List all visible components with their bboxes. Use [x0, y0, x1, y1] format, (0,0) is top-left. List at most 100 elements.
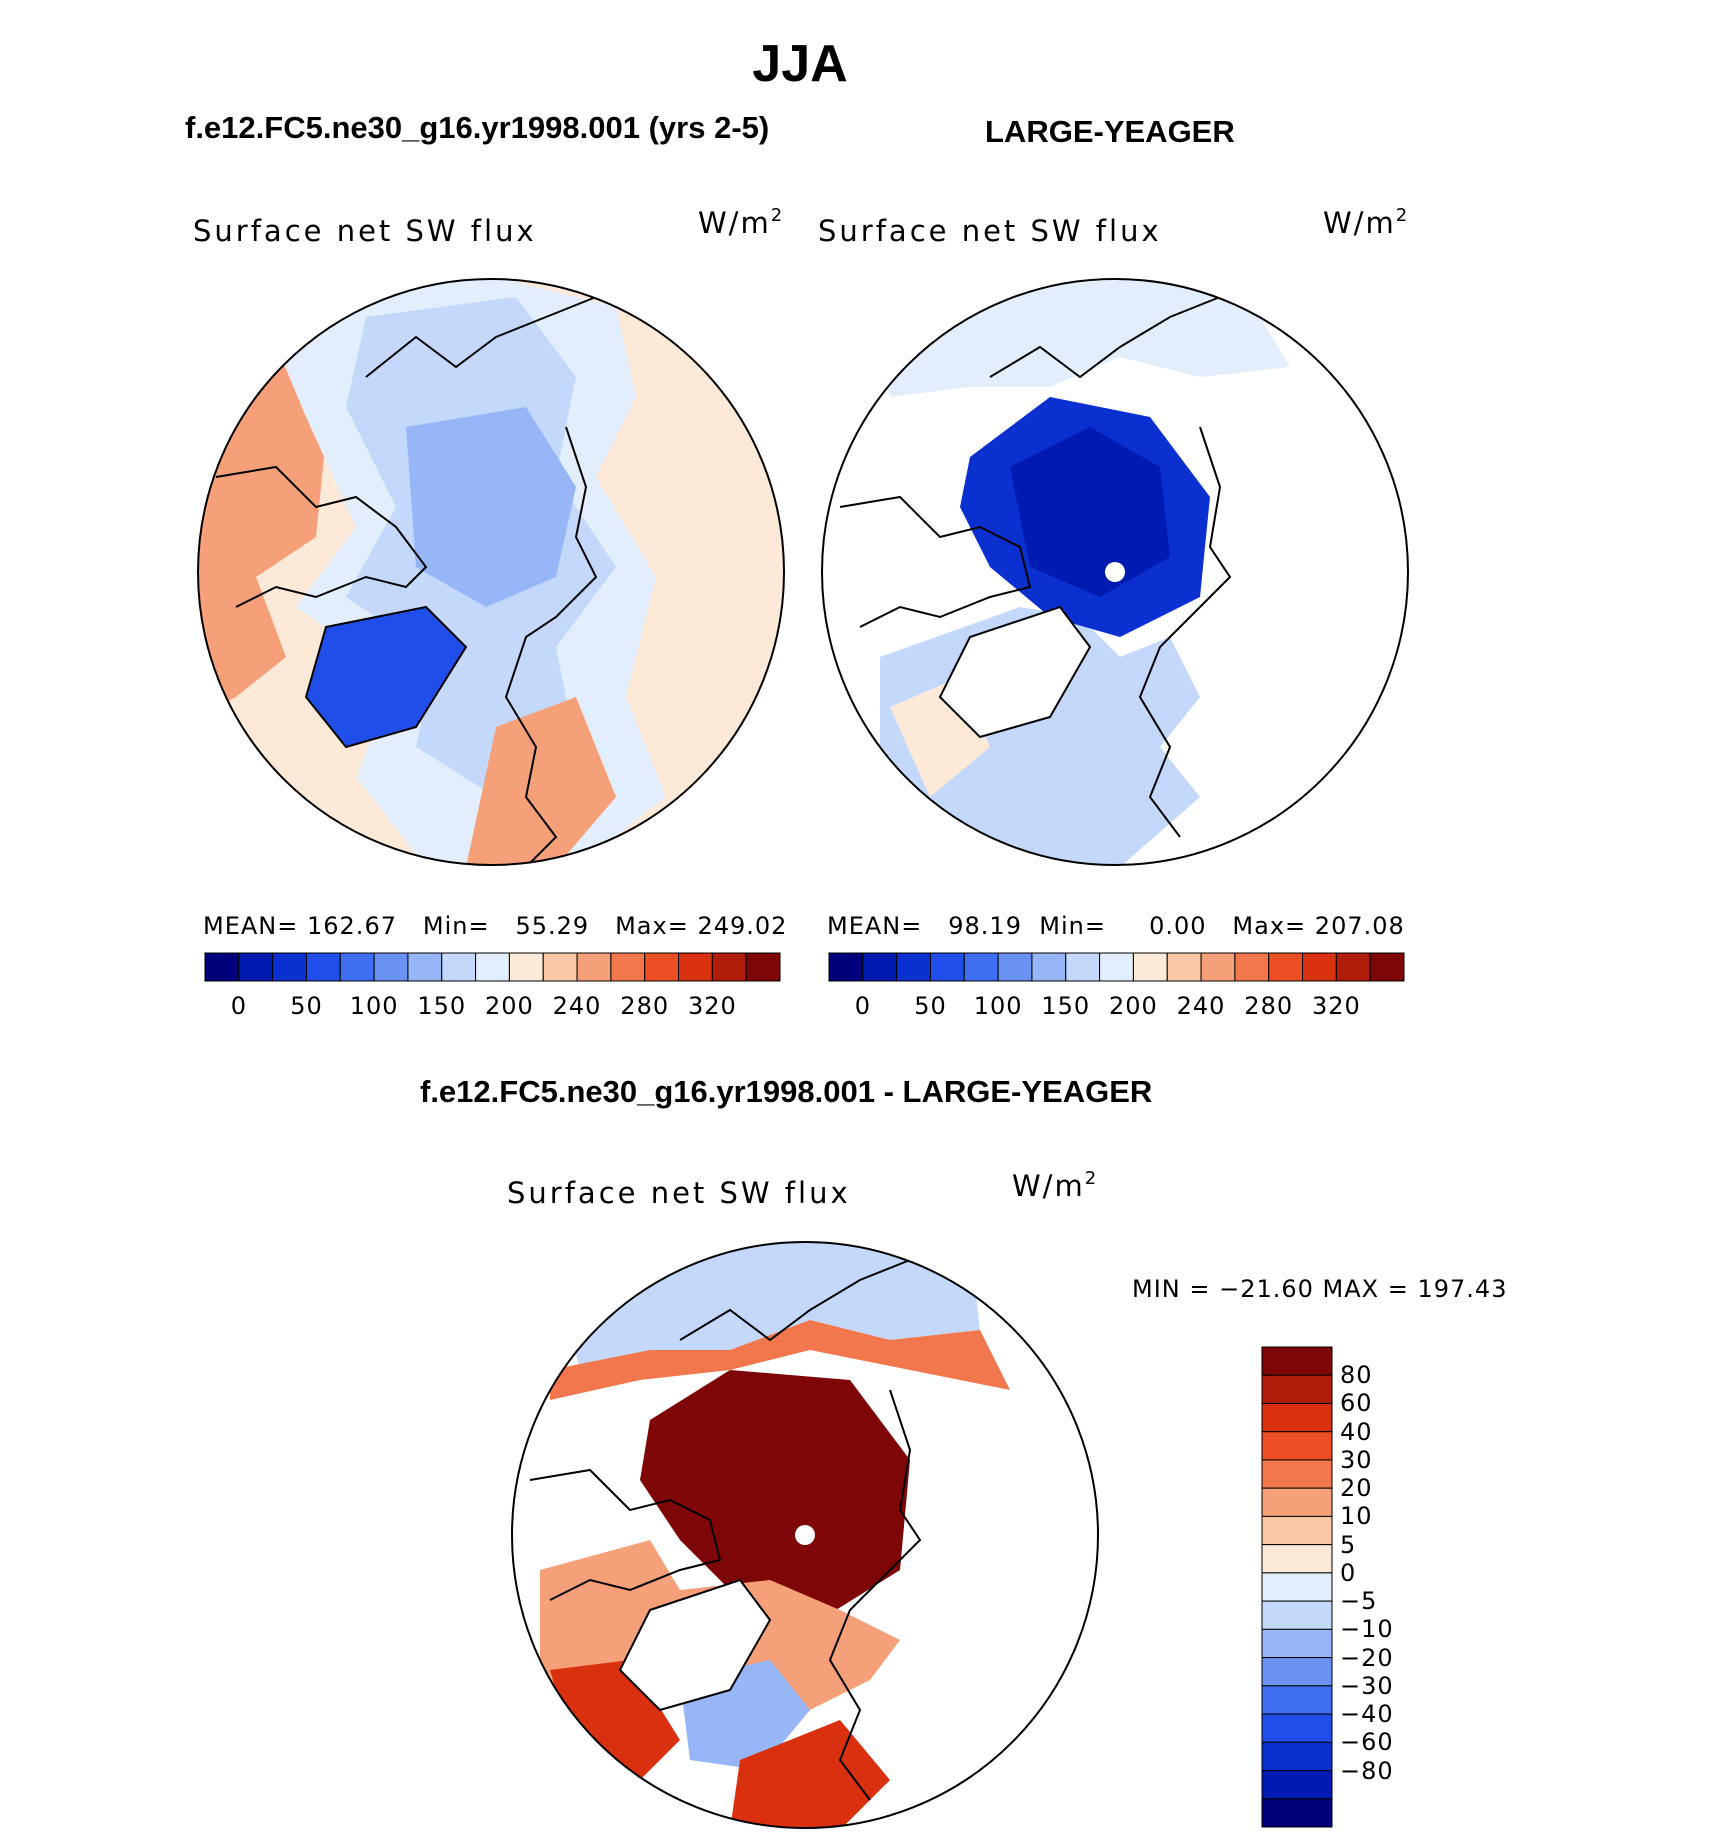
diff-panel-colorbar-box: [1261, 1657, 1333, 1687]
panel-2-colorbar-tick-label: 0: [854, 992, 871, 1020]
diff-panel-colorbar-box: [1261, 1544, 1333, 1574]
panel-2-colorbar-tick-label: 240: [1176, 992, 1226, 1020]
panel-2-colorbar-box: [828, 952, 864, 982]
panel-1-colorbar-box: [305, 952, 341, 982]
diff-panel-colorbar-tick-label: 60: [1340, 1389, 1373, 1418]
panel-2-greenland-white: [940, 607, 1090, 737]
panel-1-colorbar-box: [542, 952, 578, 982]
panel-2-colorbar-tick-label: 280: [1244, 992, 1294, 1020]
panel-2-colorbar-box: [1302, 952, 1337, 982]
panel-1-colorbar-box: [373, 952, 409, 982]
diff-panel-colorbar-box: [1261, 1572, 1333, 1602]
panel-1-case-title: f.e12.FC5.ne30_g16.yr1998.001 (yrs 2-5): [185, 110, 770, 145]
panel-1-colorbar-box: [678, 952, 713, 982]
panel-1-colorbar-tick-label: 320: [687, 992, 737, 1020]
diff-panel-colorbar-tick-label: 0: [1340, 1558, 1357, 1587]
diff-panel-colorbar-tick-label: 40: [1340, 1417, 1373, 1446]
diff-panel-colorbar-tick-label: −10: [1340, 1615, 1394, 1644]
panel-2-colorbar-box: [963, 952, 999, 982]
panel-1-colorbar-tick-label: 50: [290, 992, 323, 1020]
panel-1-colorbar-box: [204, 952, 240, 982]
panel-1-polar-map: [197, 278, 785, 866]
diff-panel-colorbar-box: [1261, 1713, 1333, 1743]
panel-2-coastline-greenland: [938, 605, 1092, 739]
diff-panel-colorbar-box: [1261, 1515, 1333, 1546]
panel-1-colorbar-box: [238, 952, 274, 982]
diff-panel-pole-hole: [795, 1525, 815, 1545]
panel-1-colorbar-tick-label: 150: [417, 992, 467, 1020]
diff-panel-colorbar-box: [1261, 1487, 1333, 1517]
diff-panel-colorbar-tick-label: 30: [1340, 1445, 1373, 1474]
panel-1-colorbar-box: [339, 952, 375, 982]
panel-1-colorbar-tick-label: 0: [230, 992, 247, 1020]
panel-1-colorbar-box: [745, 952, 781, 982]
page-title: JJA: [752, 35, 848, 93]
panel-2-polar-map: [821, 278, 1409, 866]
panel-1-variable-label: Surface net SW flux: [193, 214, 537, 248]
panel-1-colorbar-box: [610, 952, 646, 982]
panel-2-pole-hole: [1105, 562, 1125, 582]
diff-panel-coastline-eurasia: [679, 1259, 922, 1801]
diff-panel-colorbar-box: [1261, 1628, 1333, 1659]
panel-2-colorbar-tick-label: 150: [1041, 992, 1091, 1020]
diff-panel-colorbar-tick-label: −30: [1340, 1671, 1394, 1700]
panel-2-colorbar-box: [1065, 952, 1101, 982]
diff-panel-greenland-white: [620, 1580, 770, 1710]
panel-2-colorbar-box: [1369, 952, 1405, 982]
diff-panel-colorbar-box: [1261, 1741, 1333, 1772]
diff-panel-coastline-greenland: [618, 1578, 772, 1712]
panel-1-central-arctic: [406, 407, 576, 607]
panel-1-colorbar-box: [576, 952, 612, 982]
panel-2-colorbar-box: [1234, 952, 1270, 982]
panel-1-coastline-greenland: [304, 605, 468, 749]
panel-1-map-border: [197, 278, 785, 866]
diff-panel-colorbar-box: [1261, 1770, 1333, 1800]
panel-1-colorbar-tick-label: 280: [620, 992, 670, 1020]
panel-2-colorbar-box: [1268, 952, 1304, 982]
panel-2-colorbar-tick-label: 320: [1311, 992, 1361, 1020]
panel-1-greenland: [306, 607, 466, 747]
panel-2-stats: MEAN= 98.19 Min= 0.00 Max= 207.08: [827, 912, 1405, 940]
diff-panel-colorbar-tick-label: −5: [1340, 1587, 1378, 1616]
diff-panel-colorbar-tick-label: −40: [1340, 1700, 1394, 1729]
diff-panel-colorbar-tick-label: 5: [1340, 1530, 1357, 1559]
diff-panel-variable-label: Surface net SW flux: [507, 1176, 851, 1210]
diff-panel-title: f.e12.FC5.ne30_g16.yr1998.001 - LARGE-YE…: [420, 1074, 1153, 1109]
diff-panel-colorbar-box: [1261, 1798, 1333, 1828]
panel-2-colorbar-box: [1099, 952, 1134, 982]
panel-2-coastline-north-america: [839, 495, 1032, 628]
panel-2-colorbar-box: [1031, 952, 1067, 982]
diff-panel-minmax: MIN = −21.60 MAX = 197.43: [1132, 1275, 1508, 1303]
diff-panel-north-red-edge: [550, 1320, 1010, 1400]
panel-1-warm-region-south: [466, 697, 616, 865]
panel-2-colorbar-ticks: 0 50 100 150 200 240 280 320: [829, 992, 1404, 1022]
diff-panel-colorbar-box: [1261, 1459, 1333, 1489]
panel-1-colorbar-box: [711, 952, 747, 982]
panel-2-case-title: LARGE-YEAGER: [985, 114, 1235, 149]
panel-2-colorbar-box: [997, 952, 1033, 982]
panel-2-colorbar-tick-label: 50: [914, 992, 947, 1020]
panel-1-colorbar-tick-label: 100: [349, 992, 399, 1020]
diff-panel-colorbar-box: [1261, 1600, 1333, 1630]
panel-1-colorbar-box: [644, 952, 680, 982]
panel-2-colorbar-box: [1166, 952, 1202, 982]
panel-2-map-border: [821, 278, 1409, 866]
panel-2-colorbar-box: [1132, 952, 1168, 982]
diff-panel-colorbar-tick-label: −80: [1340, 1756, 1394, 1785]
diff-panel-colorbar-box: [1261, 1685, 1333, 1715]
panel-1-colorbar-box: [508, 952, 544, 982]
diff-panel-colorbar-box: [1261, 1431, 1333, 1461]
panel-2-colorbar-box: [929, 952, 965, 982]
diff-panel-colorbar-box: [1261, 1402, 1333, 1433]
diff-panel-coastline-north-america: [529, 1468, 722, 1601]
panel-1-colorbar-box: [441, 952, 477, 982]
diff-panel-colorbar-tick-label: −60: [1340, 1728, 1394, 1757]
diff-panel-south-red: [730, 1720, 890, 1828]
diff-panel-map-border: [511, 1241, 1099, 1829]
diff-panel-colorbar-tick-label: 80: [1340, 1361, 1373, 1390]
panel-2-variable-label: Surface net SW flux: [818, 214, 1162, 248]
diff-panel-polar-map: [511, 1241, 1099, 1829]
panel-2-colorbar-box: [1200, 952, 1236, 982]
panel-1-colorbar-tick-label: 200: [485, 992, 534, 1020]
panel-2-colorbar-tick-label: 200: [1109, 992, 1158, 1020]
